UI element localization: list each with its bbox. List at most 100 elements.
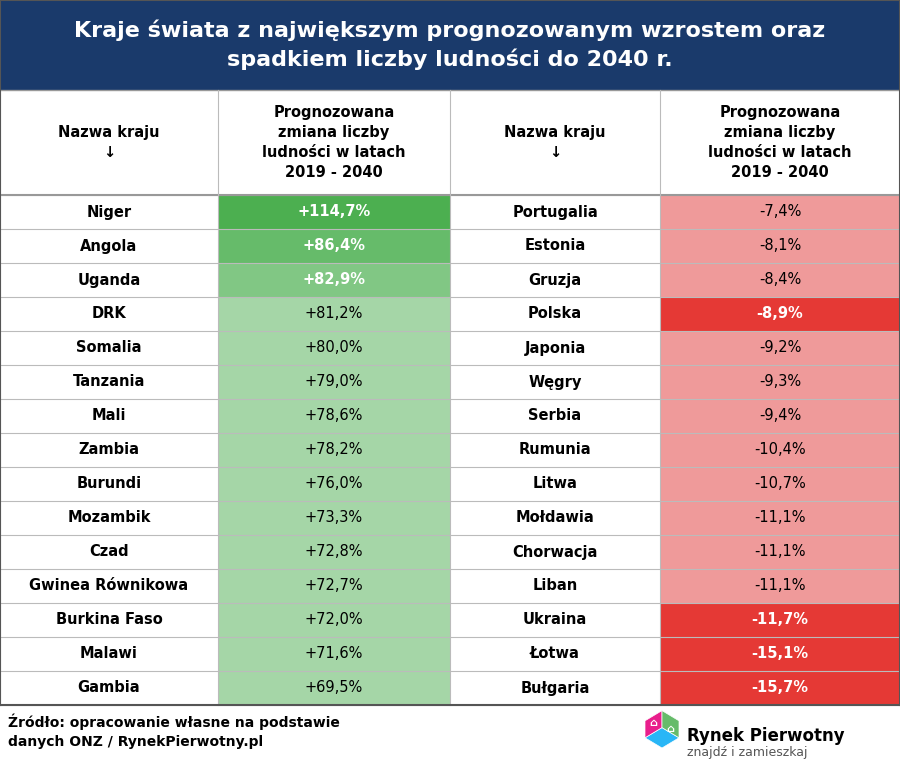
Text: +76,0%: +76,0% xyxy=(305,476,364,491)
FancyBboxPatch shape xyxy=(450,501,660,535)
Text: -11,1%: -11,1% xyxy=(754,545,806,559)
Text: Źródło: opracowanie własne na podstawie
danych ONZ / RynekPierwotny.pl: Źródło: opracowanie własne na podstawie … xyxy=(8,713,340,749)
Text: Burundi: Burundi xyxy=(76,476,141,491)
Text: -15,1%: -15,1% xyxy=(752,646,808,661)
FancyBboxPatch shape xyxy=(450,535,660,569)
Text: -11,1%: -11,1% xyxy=(754,578,806,594)
Text: znajdź i zamieszkaj: znajdź i zamieszkaj xyxy=(687,746,807,759)
FancyBboxPatch shape xyxy=(660,603,900,637)
Text: -8,1%: -8,1% xyxy=(759,238,801,254)
FancyBboxPatch shape xyxy=(450,399,660,433)
Text: Estonia: Estonia xyxy=(525,238,586,254)
FancyBboxPatch shape xyxy=(660,467,900,501)
Text: Litwa: Litwa xyxy=(533,476,578,491)
FancyBboxPatch shape xyxy=(218,331,450,365)
Text: Tanzania: Tanzania xyxy=(73,375,145,390)
Text: Malawi: Malawi xyxy=(80,646,138,661)
FancyBboxPatch shape xyxy=(450,331,660,365)
FancyBboxPatch shape xyxy=(0,0,900,90)
Text: Burkina Faso: Burkina Faso xyxy=(56,612,162,628)
Text: -11,1%: -11,1% xyxy=(754,511,806,525)
FancyBboxPatch shape xyxy=(0,263,218,297)
Text: Angola: Angola xyxy=(80,238,138,254)
Text: -9,4%: -9,4% xyxy=(759,408,801,424)
Polygon shape xyxy=(645,728,679,748)
Text: Chorwacja: Chorwacja xyxy=(512,545,598,559)
Text: Uganda: Uganda xyxy=(77,272,140,287)
Text: ⌂: ⌂ xyxy=(650,718,658,728)
FancyBboxPatch shape xyxy=(660,399,900,433)
FancyBboxPatch shape xyxy=(0,637,218,671)
FancyBboxPatch shape xyxy=(0,535,218,569)
Text: +82,9%: +82,9% xyxy=(302,272,365,287)
Text: Czad: Czad xyxy=(89,545,129,559)
FancyBboxPatch shape xyxy=(0,297,218,331)
FancyBboxPatch shape xyxy=(0,331,218,365)
Text: -10,7%: -10,7% xyxy=(754,476,806,491)
Text: +80,0%: +80,0% xyxy=(305,341,364,355)
Text: Prognozowana
zmiana liczby
ludności w latach
2019 - 2040: Prognozowana zmiana liczby ludności w la… xyxy=(262,106,406,180)
Text: Mozambik: Mozambik xyxy=(68,511,151,525)
FancyBboxPatch shape xyxy=(0,365,218,399)
Text: Rumunia: Rumunia xyxy=(518,442,591,458)
FancyBboxPatch shape xyxy=(450,637,660,671)
FancyBboxPatch shape xyxy=(218,433,450,467)
Text: Mali: Mali xyxy=(92,408,126,424)
Text: +81,2%: +81,2% xyxy=(305,307,364,321)
Text: Gambia: Gambia xyxy=(77,681,140,695)
FancyBboxPatch shape xyxy=(218,399,450,433)
FancyBboxPatch shape xyxy=(450,195,660,229)
Text: Serbia: Serbia xyxy=(528,408,581,424)
FancyBboxPatch shape xyxy=(218,195,450,229)
Text: Portugalia: Portugalia xyxy=(512,205,598,220)
Text: +79,0%: +79,0% xyxy=(305,375,364,390)
FancyBboxPatch shape xyxy=(218,535,450,569)
FancyBboxPatch shape xyxy=(660,501,900,535)
FancyBboxPatch shape xyxy=(450,263,660,297)
Text: Ukraina: Ukraina xyxy=(523,612,587,628)
FancyBboxPatch shape xyxy=(450,297,660,331)
Text: -10,4%: -10,4% xyxy=(754,442,806,458)
FancyBboxPatch shape xyxy=(0,569,218,603)
FancyBboxPatch shape xyxy=(218,671,450,705)
FancyBboxPatch shape xyxy=(660,569,900,603)
FancyBboxPatch shape xyxy=(450,569,660,603)
FancyBboxPatch shape xyxy=(218,637,450,671)
Text: Japonia: Japonia xyxy=(525,341,586,355)
FancyBboxPatch shape xyxy=(660,365,900,399)
FancyBboxPatch shape xyxy=(0,501,218,535)
FancyBboxPatch shape xyxy=(0,195,218,229)
FancyBboxPatch shape xyxy=(660,433,900,467)
FancyBboxPatch shape xyxy=(660,671,900,705)
FancyBboxPatch shape xyxy=(0,671,218,705)
Text: Somalia: Somalia xyxy=(76,341,142,355)
Text: -15,7%: -15,7% xyxy=(752,681,808,695)
Text: Gruzja: Gruzja xyxy=(528,272,581,287)
Text: DRK: DRK xyxy=(92,307,126,321)
FancyBboxPatch shape xyxy=(218,229,450,263)
Text: Mołdawia: Mołdawia xyxy=(516,511,594,525)
FancyBboxPatch shape xyxy=(450,229,660,263)
Text: +78,6%: +78,6% xyxy=(305,408,364,424)
Text: Łotwa: Łotwa xyxy=(530,646,580,661)
FancyBboxPatch shape xyxy=(218,569,450,603)
Text: Niger: Niger xyxy=(86,205,131,220)
Text: Węgry: Węgry xyxy=(528,375,581,390)
Text: +69,5%: +69,5% xyxy=(305,681,363,695)
FancyBboxPatch shape xyxy=(660,195,900,229)
FancyBboxPatch shape xyxy=(0,90,900,195)
FancyBboxPatch shape xyxy=(450,467,660,501)
Text: Kraje świata z największym prognozowanym wzrostem oraz
spadkiem liczby ludności : Kraje świata z największym prognozowanym… xyxy=(75,19,825,71)
FancyBboxPatch shape xyxy=(218,263,450,297)
Text: Bułgaria: Bułgaria xyxy=(520,681,590,695)
Text: -11,7%: -11,7% xyxy=(752,612,808,628)
FancyBboxPatch shape xyxy=(450,603,660,637)
Text: Nazwa kraju
↓: Nazwa kraju ↓ xyxy=(504,125,606,160)
Text: +71,6%: +71,6% xyxy=(305,646,364,661)
FancyBboxPatch shape xyxy=(218,297,450,331)
Text: +73,3%: +73,3% xyxy=(305,511,363,525)
FancyBboxPatch shape xyxy=(660,637,900,671)
FancyBboxPatch shape xyxy=(660,229,900,263)
Polygon shape xyxy=(662,711,679,738)
FancyBboxPatch shape xyxy=(218,467,450,501)
